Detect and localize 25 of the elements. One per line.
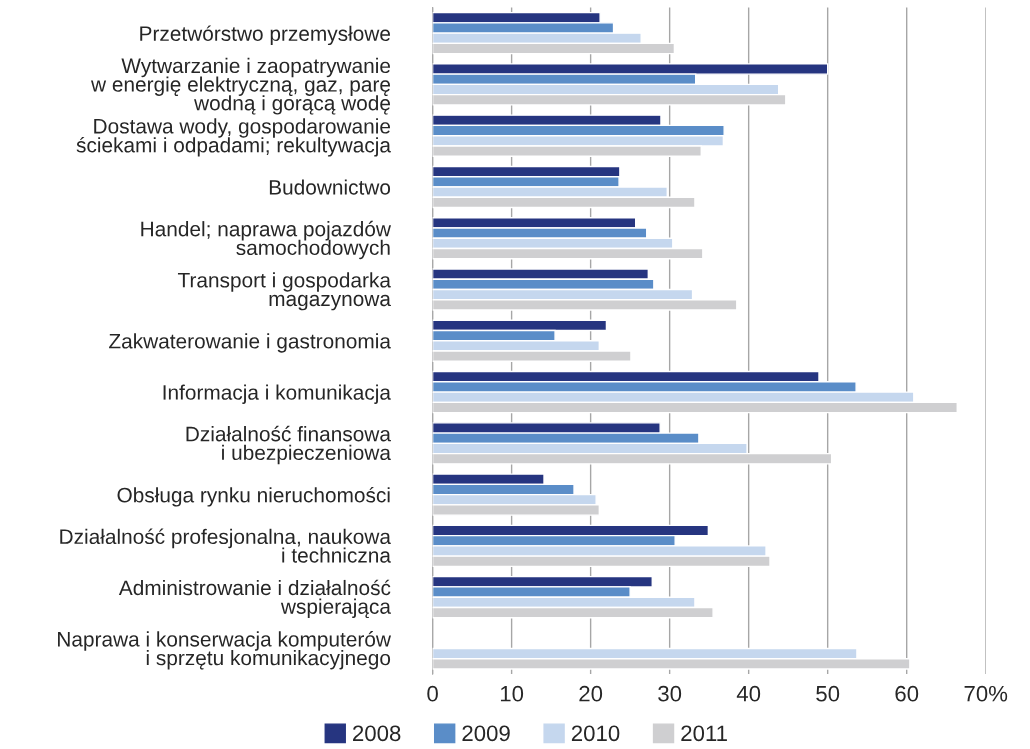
y-tick-label: Działalność profesjonalna, naukowa i techniczna xyxy=(60,528,391,563)
y-tick-label: Transport i gospodarka magazynowa xyxy=(177,272,391,311)
x-tick-label: 0 xyxy=(427,685,438,702)
y-tick-label: Dostawa wody, gospodarowanie ściekami i odpadami; rekultywacja xyxy=(76,118,391,157)
x-tick-label: 20 xyxy=(579,685,603,702)
legend-label: 2008 xyxy=(353,725,401,742)
x-tick-label: 50 xyxy=(816,685,840,702)
legend-label: 2010 xyxy=(571,725,620,742)
y-tick-label: Informacja i komunikacja xyxy=(163,384,391,404)
x-tick-label: 60 xyxy=(895,685,919,702)
legend-label: 2011 xyxy=(681,725,727,742)
x-tick-label: 30 xyxy=(658,685,682,702)
y-tick-label: Naprawa i konserwacja komputerów i sprzętu komunikacyjnego xyxy=(58,631,392,670)
y-tick-label: Handel; naprawa pojazdów samochodowych xyxy=(141,220,391,260)
x-tick-label: 70% xyxy=(964,685,1008,702)
y-tick-label: Działalność finansowa i ubezpieczeniowa xyxy=(186,425,391,465)
y-tick-label: Obsługa rynku nieruchomości xyxy=(117,486,390,507)
x-tick-label: 40 xyxy=(736,685,761,702)
x-tick-label: 10 xyxy=(500,685,524,702)
legend-label: 2009 xyxy=(462,725,510,742)
y-tick-label: Administrowanie i działalność wspierająca xyxy=(118,579,391,619)
y-tick-label: Wytwarzanie i zaopatrywanie w energię elektryczną, gaz, parę wodną i gorącą wodę xyxy=(91,57,391,115)
y-tick-label: Przetwórstwo przemysłowe xyxy=(140,25,391,46)
y-tick-label: Zakwaterowanie i gastronomia xyxy=(109,333,391,353)
y-tick-label: Budownictwo xyxy=(269,179,391,195)
